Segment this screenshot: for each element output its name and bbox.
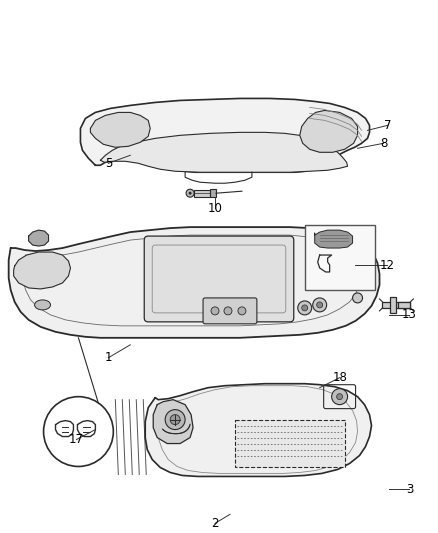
Text: 8: 8: [380, 137, 387, 150]
Text: 12: 12: [380, 259, 395, 271]
Circle shape: [238, 307, 246, 315]
Circle shape: [298, 301, 312, 315]
Polygon shape: [90, 112, 150, 147]
Circle shape: [211, 307, 219, 315]
Circle shape: [337, 394, 343, 400]
Polygon shape: [81, 99, 370, 172]
Polygon shape: [28, 230, 49, 246]
Text: 13: 13: [402, 309, 417, 321]
Circle shape: [317, 302, 323, 308]
Circle shape: [186, 189, 194, 197]
Bar: [194, 190, 210, 197]
Bar: [382, 302, 410, 308]
Circle shape: [302, 305, 308, 311]
Text: 10: 10: [208, 201, 223, 215]
Text: 3: 3: [406, 483, 413, 496]
Polygon shape: [300, 110, 357, 152]
Circle shape: [165, 410, 185, 430]
Bar: [235, 419, 345, 467]
FancyBboxPatch shape: [203, 298, 257, 324]
Text: 17: 17: [69, 433, 84, 446]
Bar: [305, 225, 374, 290]
Polygon shape: [145, 384, 371, 477]
Circle shape: [332, 389, 348, 405]
Circle shape: [170, 415, 180, 425]
Polygon shape: [14, 252, 71, 289]
Text: 1: 1: [105, 351, 112, 364]
Circle shape: [43, 397, 113, 466]
Polygon shape: [314, 230, 353, 248]
Polygon shape: [100, 132, 348, 172]
Circle shape: [313, 298, 327, 312]
Text: 18: 18: [332, 371, 347, 384]
Circle shape: [353, 293, 363, 303]
Bar: [390, 297, 396, 313]
Text: 7: 7: [384, 119, 391, 132]
Circle shape: [189, 192, 191, 195]
FancyBboxPatch shape: [144, 236, 294, 322]
Polygon shape: [9, 227, 379, 338]
Circle shape: [224, 307, 232, 315]
Text: 5: 5: [105, 157, 112, 170]
Bar: [399, 302, 410, 308]
Bar: [210, 189, 216, 197]
Ellipse shape: [35, 300, 50, 310]
Text: 2: 2: [211, 517, 219, 530]
Polygon shape: [153, 400, 193, 443]
